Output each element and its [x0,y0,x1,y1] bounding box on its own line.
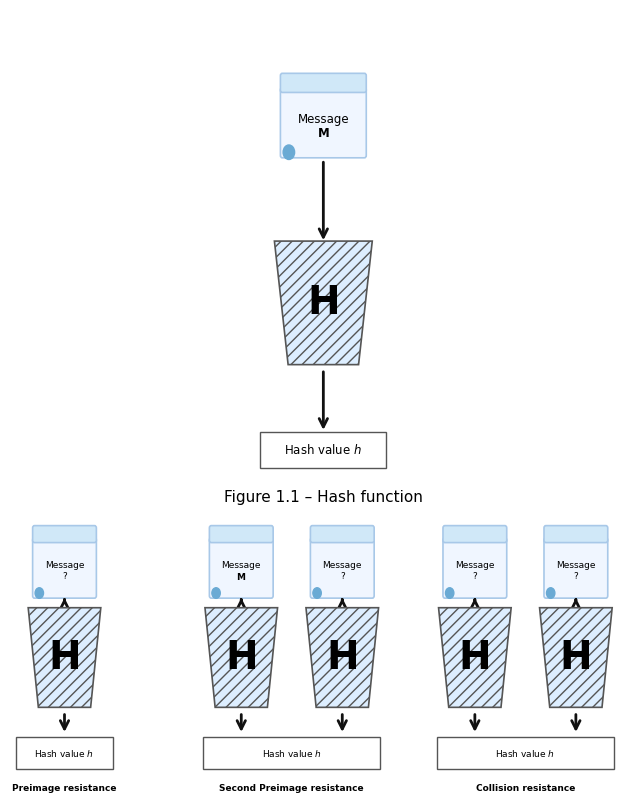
Polygon shape [539,607,612,708]
Text: Preimage resistance: Preimage resistance [12,784,117,793]
Text: H: H [459,638,491,677]
FancyBboxPatch shape [281,88,366,158]
Circle shape [546,587,555,599]
Text: Message: Message [298,113,349,126]
FancyBboxPatch shape [311,526,374,543]
Text: $\mathbf{M}$: $\mathbf{M}$ [236,571,246,583]
Text: Figure 1.1 – Hash function: Figure 1.1 – Hash function [224,490,423,505]
Circle shape [445,587,454,599]
Polygon shape [438,607,511,708]
Circle shape [212,587,220,599]
Text: H: H [560,638,592,677]
FancyBboxPatch shape [443,538,507,598]
FancyBboxPatch shape [260,432,387,469]
FancyBboxPatch shape [443,526,507,543]
FancyBboxPatch shape [311,538,374,598]
Text: ?: ? [62,572,67,581]
Text: H: H [326,638,358,677]
Text: H: H [307,284,340,322]
Text: H: H [48,638,81,677]
Polygon shape [205,607,277,708]
Text: Message: Message [45,561,84,570]
FancyBboxPatch shape [15,737,114,769]
Text: Hash value $\mathit{h}$: Hash value $\mathit{h}$ [35,748,95,759]
Circle shape [313,587,321,599]
FancyBboxPatch shape [210,526,273,543]
Text: Message: Message [455,561,495,570]
Text: Second Preimage resistance: Second Preimage resistance [219,784,364,793]
Text: Message: Message [323,561,362,570]
Circle shape [35,587,43,599]
Polygon shape [306,607,378,708]
FancyBboxPatch shape [33,526,96,543]
FancyBboxPatch shape [437,737,613,769]
Text: $\mathbf{M}$: $\mathbf{M}$ [317,127,330,139]
Text: Hash value $\mathit{h}$: Hash value $\mathit{h}$ [284,443,362,457]
Text: H: H [225,638,258,677]
Text: Message: Message [556,561,596,570]
FancyBboxPatch shape [210,538,273,598]
FancyBboxPatch shape [544,526,608,543]
Text: ?: ? [472,572,477,581]
Text: Message: Message [222,561,261,570]
FancyBboxPatch shape [33,538,96,598]
Text: Hash value $\mathit{h}$: Hash value $\mathit{h}$ [262,748,322,759]
FancyBboxPatch shape [281,73,366,92]
Polygon shape [28,607,101,708]
FancyBboxPatch shape [544,538,608,598]
Circle shape [283,145,295,159]
Polygon shape [274,241,373,365]
Text: ?: ? [573,572,578,581]
Text: Collision resistance: Collision resistance [475,784,575,793]
Text: Hash value $\mathit{h}$: Hash value $\mathit{h}$ [495,748,555,759]
Text: ?: ? [340,572,344,581]
FancyBboxPatch shape [203,737,380,769]
